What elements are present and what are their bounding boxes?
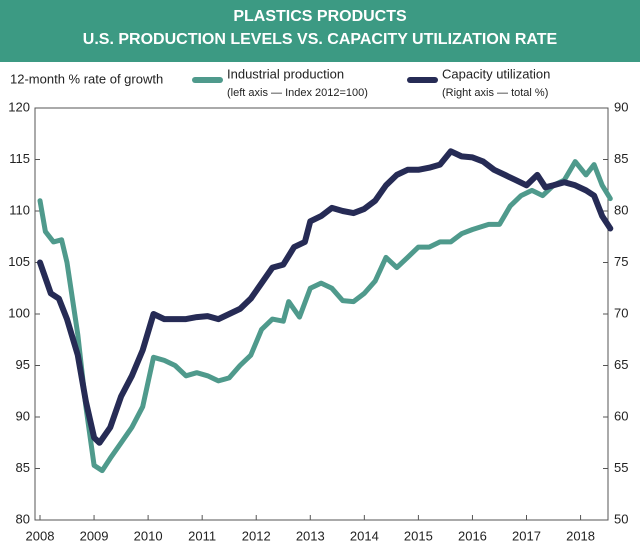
x-tick-label: 2018: [566, 528, 595, 543]
x-tick-label: 2009: [80, 528, 109, 543]
x-tick-label: 2016: [458, 528, 487, 543]
y-tick-label: 100: [8, 305, 30, 320]
y2-tick-label: 75: [614, 254, 628, 269]
y-tick-label: 105: [8, 254, 30, 269]
series-line: [37, 159, 613, 474]
x-tick-label: 2017: [512, 528, 541, 543]
y2-tick-label: 90: [614, 99, 628, 114]
y-tick-label: 95: [16, 357, 30, 372]
y-tick-label: 120: [8, 99, 30, 114]
x-tick-label: 2010: [134, 528, 163, 543]
y-tick-label: 115: [9, 151, 30, 166]
header-band: [0, 0, 640, 62]
x-tick-label: 2015: [404, 528, 433, 543]
x-tick-label: 2008: [26, 528, 55, 543]
y-tick-label: 80: [16, 511, 30, 526]
y2-tick-label: 70: [614, 305, 628, 320]
y2-tick-label: 80: [614, 202, 628, 217]
legend-label: Industrial production: [227, 66, 344, 81]
y-tick-label: 90: [16, 408, 30, 423]
y2-tick-label: 65: [614, 357, 628, 372]
x-tick-label: 2012: [242, 528, 271, 543]
chart-title: PLASTICS PRODUCTS: [233, 8, 407, 25]
x-tick-label: 2013: [296, 528, 325, 543]
y-axis-label: 12-month % rate of growth: [10, 71, 163, 86]
y-tick-label: 110: [9, 202, 30, 217]
y2-tick-label: 55: [614, 460, 628, 475]
legend-note: (left axis — Index 2012=100): [227, 87, 368, 99]
x-tick-label: 2014: [350, 528, 379, 543]
y2-tick-label: 85: [614, 151, 628, 166]
chart-subtitle: U.S. PRODUCTION LEVELS VS. CAPACITY UTIL…: [83, 31, 558, 48]
plot-frame: [34, 107, 609, 521]
y2-tick-label: 50: [614, 511, 628, 526]
y2-tick-label: 60: [614, 408, 628, 423]
legend-label: Capacity utilization: [442, 66, 550, 81]
y-tick-label: 85: [16, 460, 30, 475]
legend-note: (Right axis — total %): [442, 87, 548, 99]
series-line: [37, 148, 614, 446]
x-tick-label: 2011: [188, 528, 216, 543]
